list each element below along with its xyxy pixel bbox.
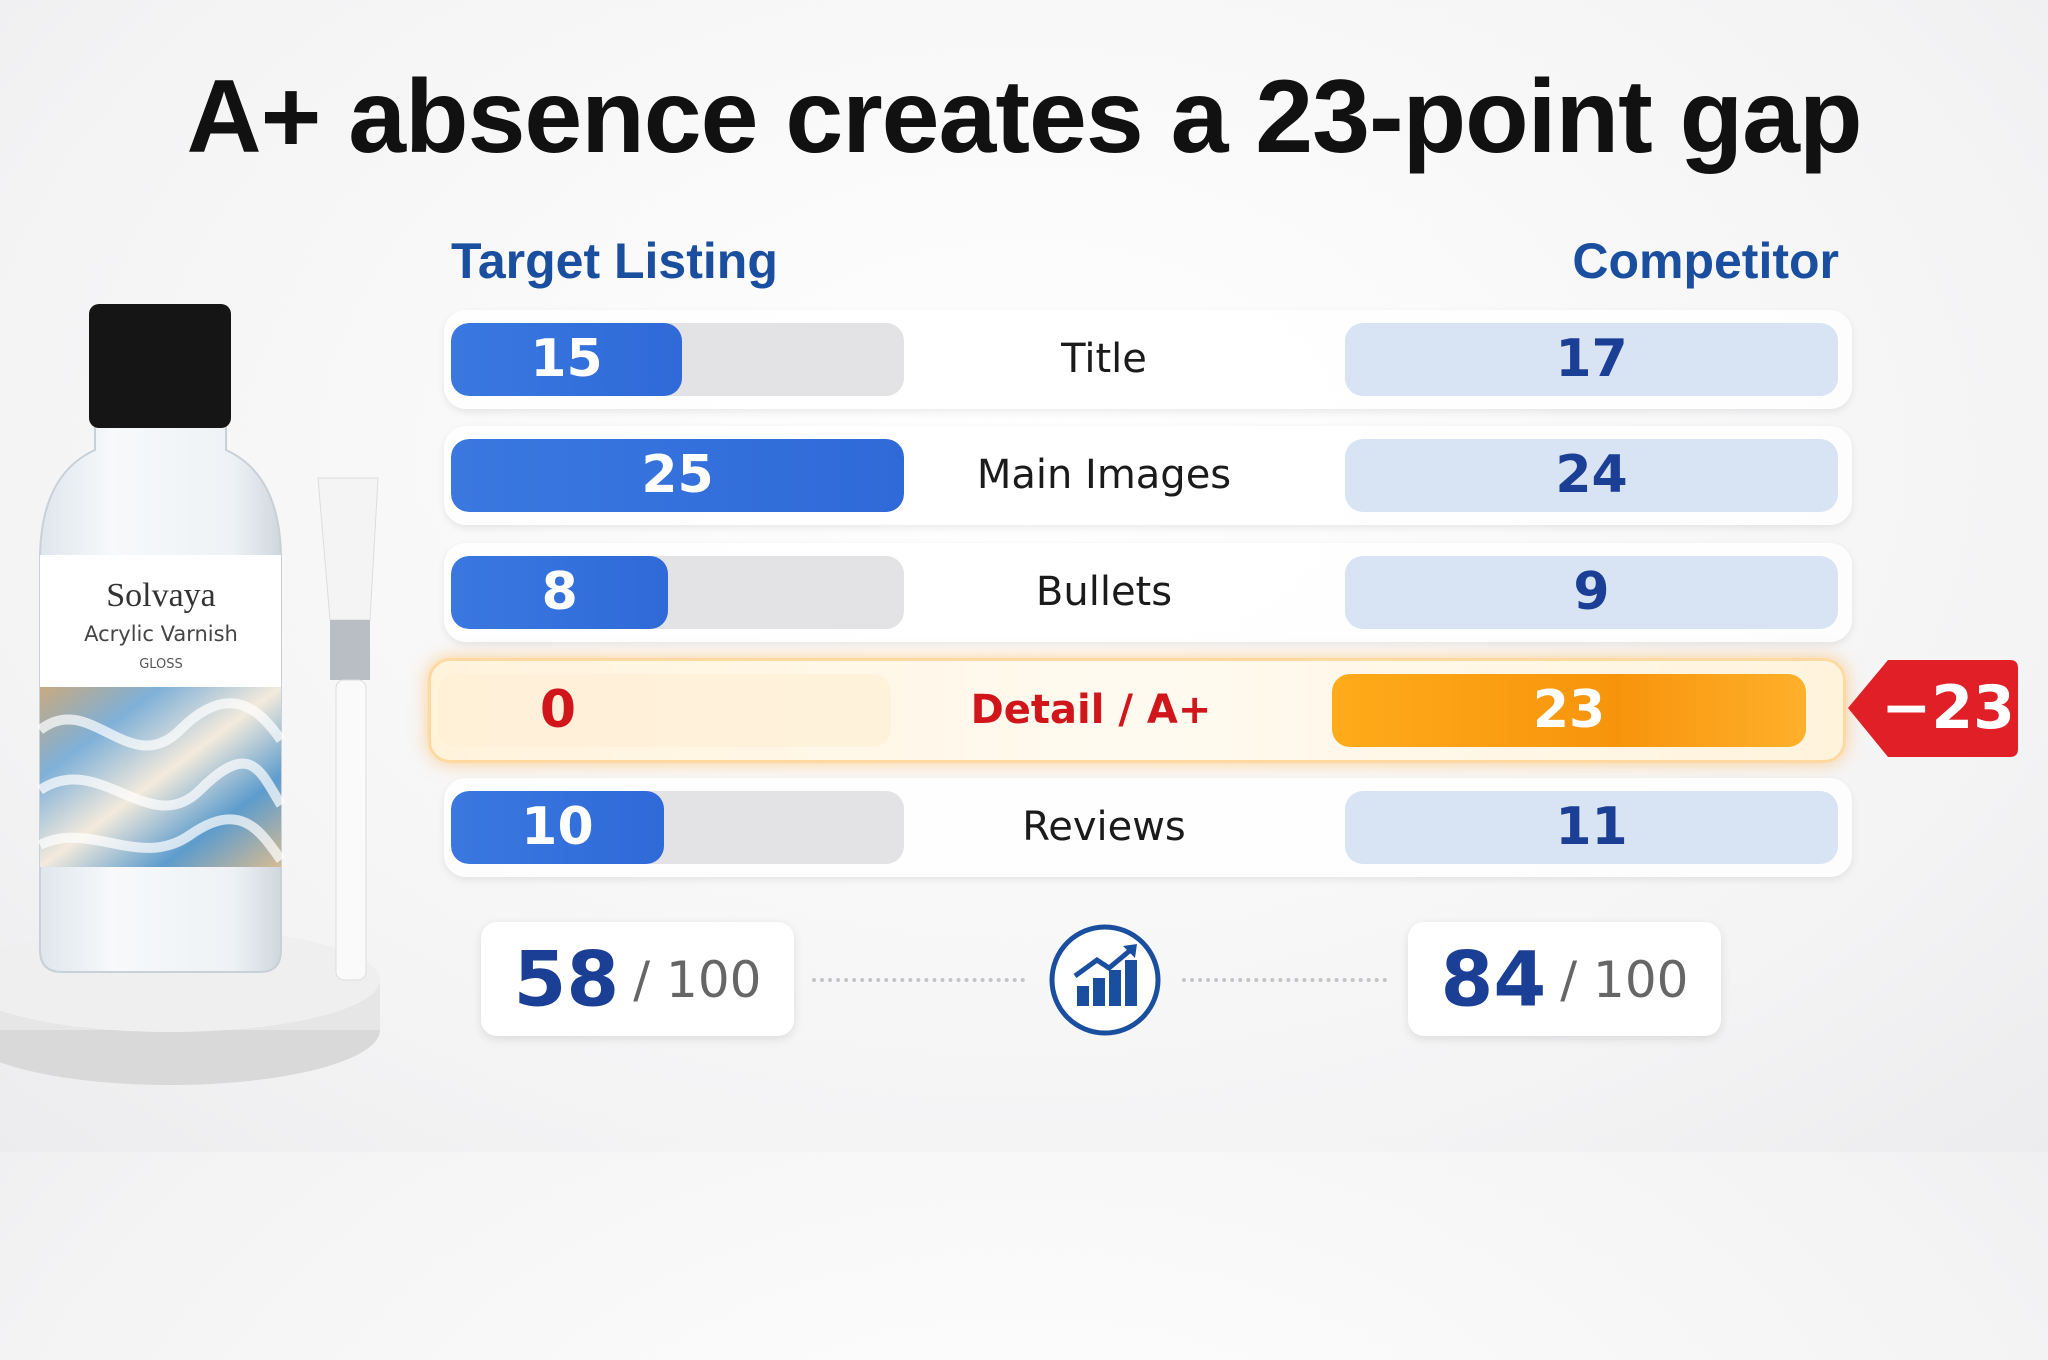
brush-ferrule [330, 620, 370, 680]
competitor-value: 9 [1345, 556, 1838, 629]
target-value: 10 [521, 797, 594, 857]
badge-shape [1848, 660, 2018, 757]
target-track: 25 [451, 439, 904, 512]
competitor-value: 11 [1345, 791, 1838, 864]
row-label: Reviews [1022, 804, 1186, 850]
target-track: 10 [451, 791, 904, 864]
target-bar [451, 323, 683, 396]
row-label: Detail / A+ [970, 687, 1212, 733]
score-row: 25 Main Images 24 [444, 426, 1852, 525]
page: {"title": "A+ absence creates a 23-point… [0, 0, 2048, 1152]
competitor-header: Competitor [1572, 233, 1839, 289]
bottle-label [40, 555, 281, 687]
target-value: 15 [530, 329, 603, 389]
swirl-line [36, 698, 286, 863]
dotted-connector [812, 978, 1025, 982]
competitor-value: 23 [1332, 674, 1806, 747]
product-finish: GLOSS [139, 657, 183, 672]
target-header: Target Listing [451, 233, 778, 289]
score-scale: / 100 [633, 950, 762, 1009]
target-bar [451, 791, 664, 864]
score-row: 10 Reviews 11 [444, 778, 1852, 877]
target-track: 15 [451, 323, 904, 396]
competitor-score: 84/ 100 [1408, 922, 1721, 1036]
score-value: 58 [513, 934, 620, 1024]
product-illustration: Solvaya Acrylic Varnish GLOSS [0, 304, 380, 1085]
target-track: 8 [451, 556, 904, 629]
score-row: 0 Detail / A+ 23 [428, 658, 1846, 763]
dotted-connector [1182, 978, 1387, 982]
bottle-cap [89, 304, 231, 428]
target-track: 0 [438, 674, 891, 747]
row-label: Main Images [976, 452, 1232, 498]
target-value: 0 [539, 680, 577, 740]
score-value: 84 [1440, 934, 1547, 1024]
growth-icon [1049, 924, 1161, 1036]
gap-badge: −23 [1848, 660, 2018, 757]
score-scale: / 100 [1560, 950, 1689, 1009]
competitor-value: 24 [1345, 439, 1838, 512]
target-bar [451, 556, 669, 629]
target-score: 58/ 100 [481, 922, 794, 1036]
gap-value: −23 [1881, 673, 2015, 743]
product-name: Acrylic Varnish [84, 622, 238, 646]
target-value: 8 [541, 562, 578, 622]
product-brand: Solvaya [106, 577, 216, 614]
brush-handle [335, 679, 367, 981]
row-label: Title [1061, 336, 1147, 382]
target-value: 25 [641, 445, 714, 505]
target-bar [451, 439, 904, 512]
brush-bristles [317, 477, 379, 621]
score-row: 15 Title 17 [444, 310, 1852, 409]
title: A+ absence creates a 23-point gap [186, 59, 1862, 175]
row-label: Bullets [1035, 569, 1173, 615]
competitor-value: 17 [1345, 323, 1838, 396]
score-row: 8 Bullets 9 [444, 543, 1852, 642]
